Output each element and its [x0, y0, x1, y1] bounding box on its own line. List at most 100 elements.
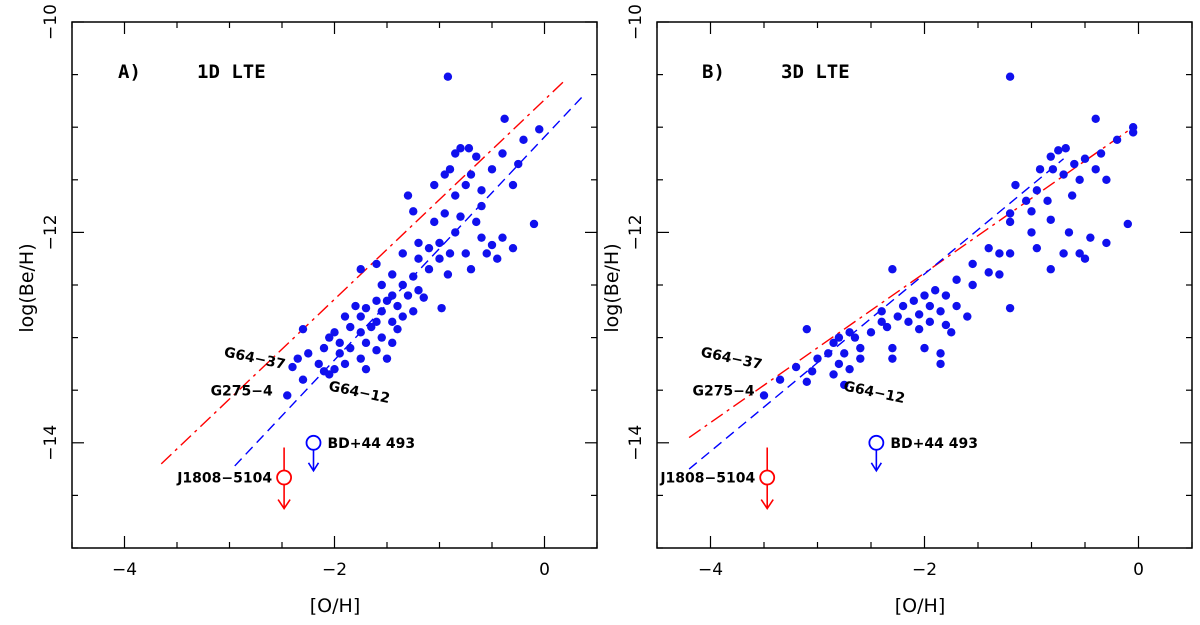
data-point: [356, 265, 365, 274]
x-tick-label: −4: [112, 560, 137, 580]
data-point: [440, 209, 449, 218]
data-point: [1005, 217, 1015, 227]
y-tick-label: −12: [41, 214, 61, 250]
data-point: [414, 286, 423, 295]
data-point: [456, 144, 465, 153]
data-point: [298, 324, 308, 334]
data-point: [802, 377, 811, 386]
star-label: G64−37: [223, 344, 287, 373]
data-point: [325, 370, 334, 379]
data-point: [1061, 144, 1070, 153]
data-point: [845, 328, 854, 337]
data-point: [824, 349, 833, 358]
data-point: [430, 217, 439, 227]
data-point: [963, 312, 972, 321]
data-point: [840, 349, 849, 358]
data-point: [1054, 146, 1063, 155]
data-point: [304, 349, 313, 358]
data-point: [802, 324, 811, 334]
data-point: [493, 254, 502, 263]
data-point: [850, 333, 860, 342]
data-point: [393, 324, 402, 334]
data-point: [1091, 165, 1100, 174]
panel-title: 1D LTE: [197, 61, 266, 83]
data-point: [898, 301, 908, 311]
data-point: [1102, 175, 1111, 184]
data-point: [482, 249, 491, 258]
data-point: [995, 249, 1004, 258]
data-point: [914, 310, 924, 319]
data-point: [477, 186, 486, 195]
data-point: [403, 191, 413, 200]
data-point: [367, 322, 376, 332]
data-point: [443, 270, 453, 279]
upper-limit-marker: [868, 434, 885, 473]
data-point: [409, 207, 418, 216]
fit-line-blue-dashed: [234, 95, 584, 467]
data-point: [472, 152, 481, 161]
star-label: G275−4: [692, 383, 754, 399]
data-point: [1011, 180, 1020, 190]
upper-limit-label: BD+44 493: [890, 436, 978, 452]
data-point: [984, 268, 993, 277]
data-point: [361, 303, 371, 313]
x-axis-title: [O/H]: [895, 595, 945, 617]
data-point: [1064, 228, 1074, 237]
upper-limit-marker: [759, 447, 776, 510]
data-point: [941, 320, 951, 330]
panel-label: A): [118, 61, 141, 83]
data-point: [1005, 249, 1015, 258]
data-point: [388, 317, 397, 327]
data-point: [372, 259, 381, 269]
data-point: [1112, 135, 1122, 145]
data-point: [298, 375, 308, 384]
data-point: [464, 144, 474, 153]
data-point: [936, 359, 945, 369]
data-point: [1032, 243, 1042, 253]
data-point: [941, 291, 951, 300]
data-point: [882, 322, 892, 332]
data-point: [398, 280, 407, 290]
star-label: G64−37: [699, 344, 763, 373]
data-point: [356, 354, 365, 363]
data-point: [1070, 159, 1079, 169]
data-point: [759, 391, 769, 400]
data-point: [1059, 170, 1068, 179]
data-point: [1043, 196, 1052, 206]
data-point: [845, 364, 854, 374]
data-point: [877, 317, 886, 327]
data-point: [1046, 215, 1055, 224]
data-point: [477, 201, 486, 211]
data-point: [508, 180, 518, 190]
data-point: [461, 180, 470, 190]
data-point: [424, 265, 434, 274]
data-point: [920, 291, 929, 300]
data-point: [1046, 152, 1055, 161]
data-point: [500, 114, 509, 123]
star-label: G64−12: [842, 378, 906, 407]
data-point: [372, 296, 381, 305]
data-point: [456, 212, 465, 221]
data-point: [335, 338, 344, 348]
data-point: [984, 243, 993, 253]
data-point: [1005, 72, 1015, 81]
data-point: [498, 149, 507, 158]
data-point: [361, 364, 371, 374]
data-point: [888, 265, 897, 274]
data-point: [1048, 165, 1058, 174]
data-point: [414, 254, 423, 263]
data-point: [925, 301, 935, 311]
data-point: [529, 219, 539, 229]
data-point: [508, 243, 518, 253]
data-point: [487, 165, 497, 174]
data-point: [435, 254, 444, 263]
data-point: [914, 324, 924, 334]
data-point: [335, 349, 344, 358]
data-point: [952, 301, 961, 311]
data-point: [414, 238, 423, 248]
data-point: [813, 354, 822, 363]
data-point: [445, 165, 455, 174]
fit-line-blue-dashed: [688, 158, 1065, 470]
data-point: [356, 328, 365, 337]
